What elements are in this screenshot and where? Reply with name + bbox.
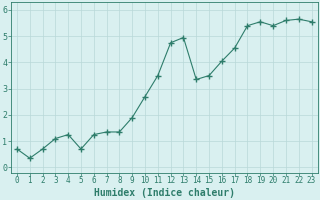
X-axis label: Humidex (Indice chaleur): Humidex (Indice chaleur) (94, 188, 235, 198)
